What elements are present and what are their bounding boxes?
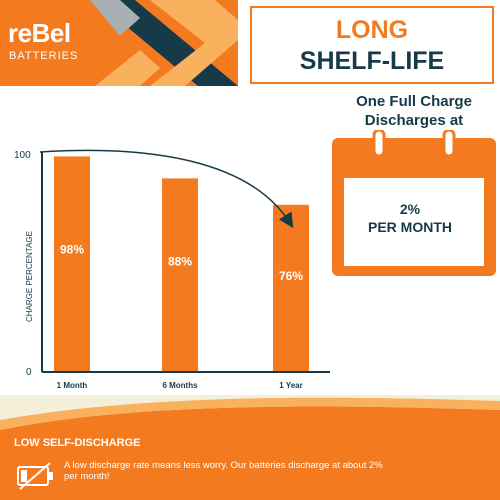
battery-low-icon <box>17 462 53 490</box>
title-line-1: LONG <box>335 16 409 44</box>
brand-subtitle: BATTERIES <box>9 50 79 62</box>
calendar-heading: One Full Charge Discharges at <box>330 92 498 130</box>
brand-x-graphic <box>0 0 238 86</box>
bar-2 <box>162 178 198 372</box>
y-tick-label-0: 0 <box>26 367 32 378</box>
bar-data-label-3: 76% <box>279 269 303 283</box>
footer-description: A low discharge rate means less worry. O… <box>64 460 383 482</box>
bar-1 <box>54 156 90 372</box>
bar-data-label-1: 98% <box>60 242 84 256</box>
calendar-heading-line-1: One Full Charge <box>356 93 472 110</box>
x-tick-label-3: 1 Year <box>279 381 302 390</box>
x-tick-label-1: 1 Month <box>57 381 88 390</box>
trend-arrow <box>39 149 294 229</box>
calendar-value: 2% PER MONTH <box>346 200 474 236</box>
title-line-2: SHELF-LIFE <box>299 47 445 75</box>
x-tick-label-2: 6 Months <box>162 381 198 390</box>
footer-heading: LOW SELF-DISCHARGE <box>14 437 141 449</box>
bar-chart: 98% 1 Month 88% 6 Months 76% 1 Year 100 0 CHA… <box>14 149 330 390</box>
y-tick-label-100: 100 <box>14 150 31 161</box>
calendar-icon <box>332 130 496 276</box>
calendar-value-percent: 2% <box>399 201 421 217</box>
brand-name: reBel <box>8 18 71 48</box>
bar-3 <box>273 204 309 372</box>
brand-banner: reBel BATTERIES <box>0 0 238 86</box>
calendar-heading-line-2: Discharges at <box>364 112 464 129</box>
bar-data-label-2: 88% <box>168 255 192 269</box>
page-title: LONG SHELF-LIFE <box>250 6 494 84</box>
calendar-value-period: PER MONTH <box>368 219 452 235</box>
footer-background <box>0 395 500 500</box>
y-axis-label: CHARGE PERCENTAGE <box>25 231 34 322</box>
